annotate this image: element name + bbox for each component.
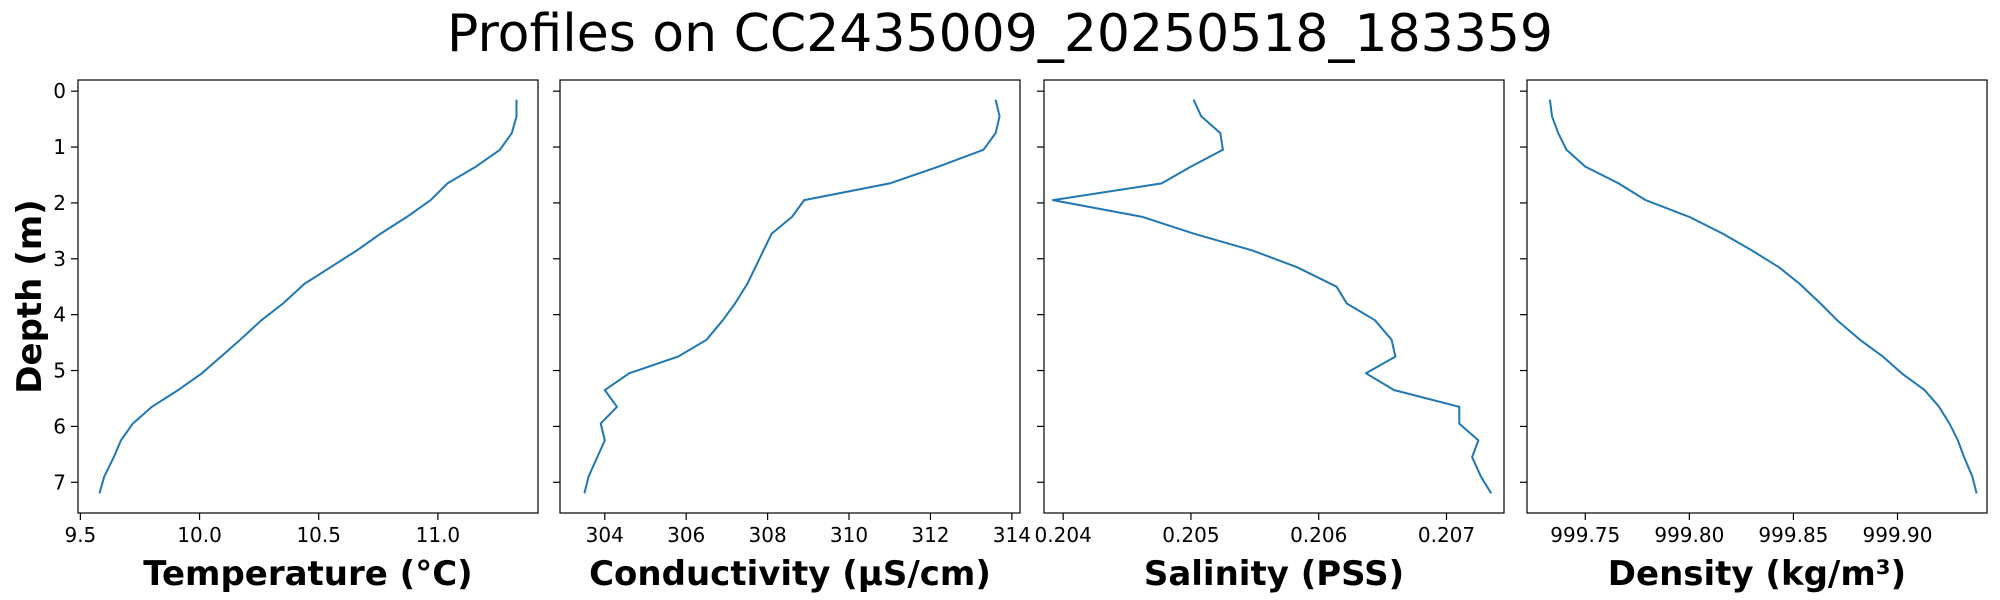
temperature-y-tick-label: 7 — [53, 470, 66, 494]
density-x-tick-label: 999.85 — [1758, 523, 1828, 547]
temperature-y-axis-label: Depth (m) — [10, 199, 50, 393]
conductivity-x-tick-label: 306 — [667, 523, 705, 547]
temperature-panel: 9.5 10.0 10.5 11.0 0 1 2 3 4 5 6 7 Temperature (°C) D… — [10, 79, 539, 594]
conductivity-x-tick-label: 304 — [586, 523, 624, 547]
temperature-y-tick-label: 6 — [53, 414, 66, 438]
conductivity-x-tick-label: 312 — [911, 523, 949, 547]
figure-title: Profiles on CC2435009_20250518_183359 — [447, 4, 1553, 64]
salinity-x-tick-label: 0.205 — [1162, 523, 1219, 547]
density-x-tick-label: 999.80 — [1654, 523, 1724, 547]
temperature-profile-line — [98, 99, 518, 494]
temperature-y-tick-label: 5 — [53, 359, 66, 383]
salinity-plot-frame — [1043, 79, 1505, 514]
density-x-tick-label: 999.90 — [1863, 523, 1933, 547]
temperature-y-tick-label: 3 — [53, 247, 66, 271]
temperature-x-tick-label: 10.5 — [296, 523, 341, 547]
temperature-x-tick-label: 11.0 — [416, 523, 461, 547]
conductivity-plot-frame — [559, 79, 1021, 514]
density-x-axis-label: Density (kg/m³) — [1608, 554, 1906, 594]
salinity-x-axis-label: Salinity (PSS) — [1144, 554, 1404, 594]
density-plot-frame — [1526, 79, 1988, 514]
salinity-x-tick-label: 0.206 — [1290, 523, 1347, 547]
salinity-x-tick-label: 0.204 — [1035, 523, 1092, 547]
salinity-profile-line — [1051, 99, 1493, 494]
density-panel: 999.75 999.80 999.85 999.90 Density (kg/m³) — [1520, 79, 1988, 594]
salinity-x-tick-label: 0.207 — [1418, 523, 1475, 547]
temperature-x-tick-label: 9.5 — [64, 523, 96, 547]
temperature-x-tick-label: 10.0 — [177, 523, 222, 547]
temperature-y-tick-label: 0 — [53, 79, 66, 103]
conductivity-x-tick-label: 310 — [830, 523, 868, 547]
temperature-plot-frame — [77, 79, 539, 514]
density-x-tick-label: 999.75 — [1550, 523, 1620, 547]
salinity-panel: 0.204 0.205 0.206 0.207 Salinity (PSS) — [1035, 79, 1505, 594]
conductivity-profile-line — [583, 99, 1001, 494]
conductivity-x-tick-label: 308 — [749, 523, 787, 547]
temperature-y-tick-label: 4 — [53, 303, 66, 327]
conductivity-x-tick-label: 314 — [993, 523, 1031, 547]
density-profile-line — [1548, 99, 1978, 494]
temperature-x-axis-label: Temperature (°C) — [143, 554, 472, 594]
temperature-y-tick-label: 2 — [53, 191, 66, 215]
temperature-y-tick-label: 1 — [53, 135, 66, 159]
conductivity-x-axis-label: Conductivity (µS/cm) — [589, 554, 991, 594]
